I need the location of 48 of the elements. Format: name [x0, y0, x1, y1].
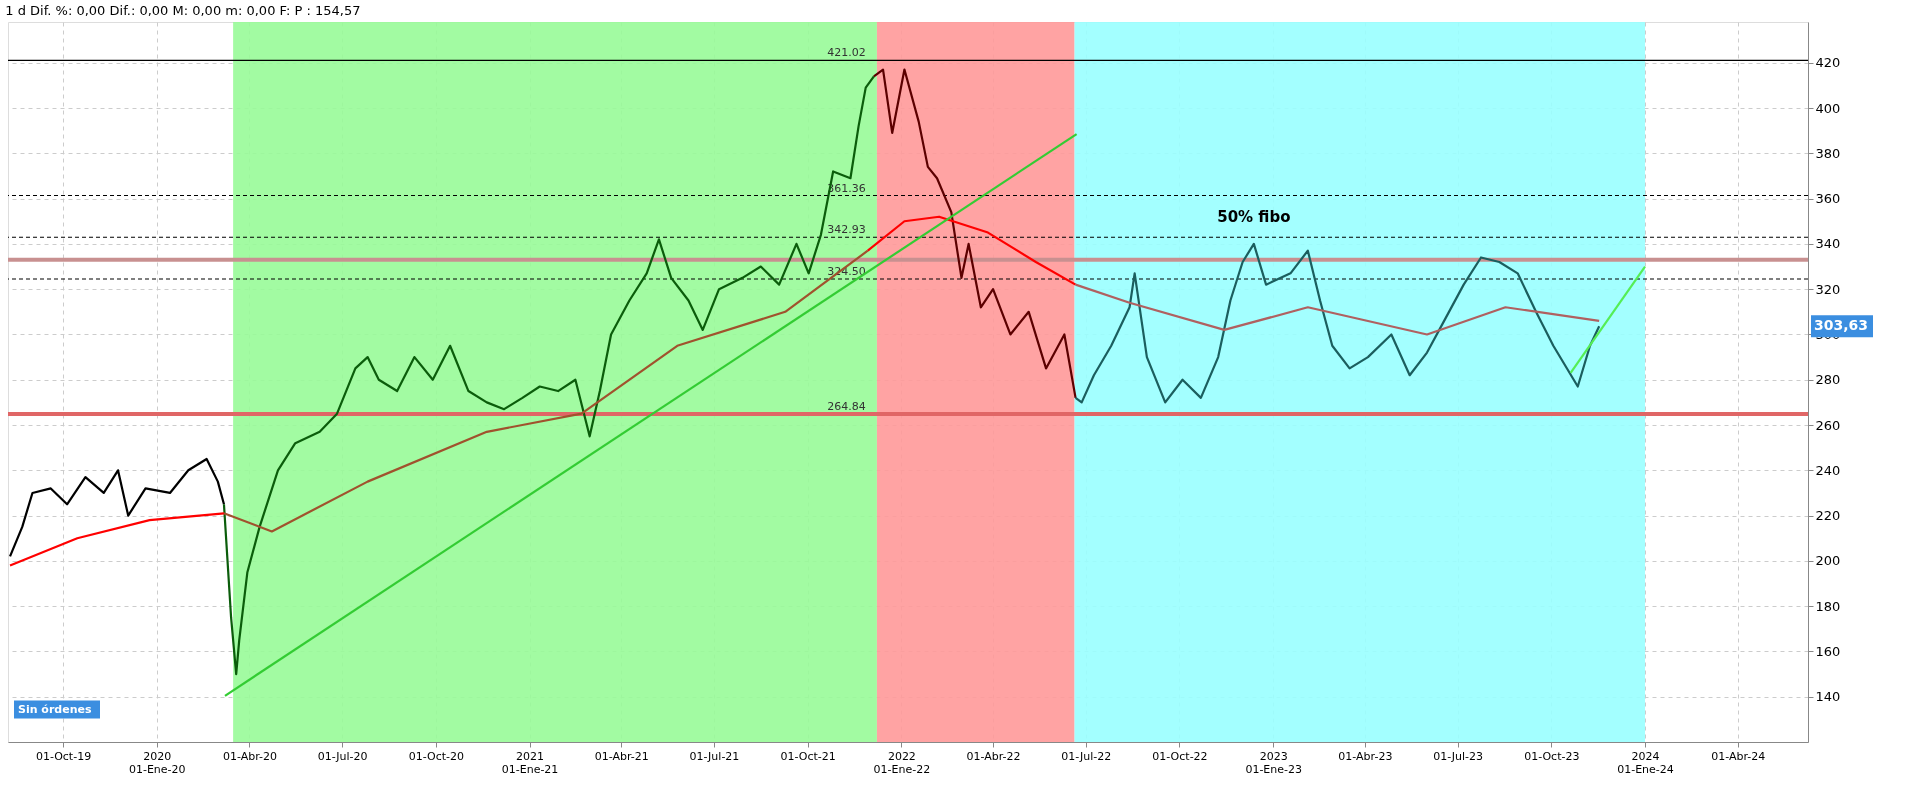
x-tick-label: 01-Abr-22 [966, 749, 1021, 763]
ref-line-label: 342.93 [827, 223, 866, 237]
y-tick-label: 380 [1815, 145, 1841, 161]
x-tick-label: 01-Abr-21 [594, 749, 649, 763]
x-tick-label: 2024 01-Ene-24 [1617, 749, 1674, 776]
y-tick-label: 260 [1815, 417, 1841, 433]
line-series [8, 457, 226, 558]
x-tick-label: 01-Abr-23 [1338, 749, 1393, 763]
annotation: 50% fibo [1217, 207, 1291, 226]
y-tick-label: 360 [1815, 191, 1841, 207]
ref-line-label: 421.02 [827, 46, 866, 60]
x-tick-label: 01-Abr-24 [1711, 749, 1766, 763]
x-tick-label: 2020 01-Ene-20 [128, 749, 186, 776]
x-tick-label: 01-Oct-21 [780, 749, 836, 763]
line-series [1074, 283, 1601, 336]
y-tick-label: 140 [1815, 689, 1841, 705]
x-tick-label: 01-Oct-22 [1152, 749, 1208, 763]
y-tick-label: 240 [1815, 462, 1841, 478]
line-series [222, 249, 869, 533]
line-series [866, 215, 1077, 286]
y-tick-label: 320 [1815, 281, 1841, 297]
x-tick-label: 01-Oct-19 [35, 749, 92, 763]
x-tick-label: 01-Oct-23 [1524, 749, 1580, 763]
x-tick-label: 01-Jul-22 [1061, 749, 1112, 763]
line-series [872, 68, 1077, 399]
x-tick-label: 01-Jul-23 [1433, 749, 1483, 763]
y-tick-label: 280 [1815, 372, 1841, 388]
ref-line-label: 264.84 [827, 400, 866, 414]
y-tick-label: 180 [1815, 598, 1841, 614]
chart-title: 1 d Dif. %: 0,00 Dif.: 0,00 M: 0,00 m: 0,00 F: P : 154,57 [5, 3, 361, 18]
y-tick-label: 160 [1815, 643, 1841, 659]
x-tick-label: 2021 01-Ene-21 [501, 749, 559, 776]
x-tick-label: 01-Jul-20 [317, 749, 368, 763]
x-tick-label: 01-Jul-21 [689, 749, 740, 763]
text: 303,63 [1814, 317, 1869, 334]
y-tick-label: 420 [1815, 55, 1841, 71]
x-tick-label: 2022 01-Ene-22 [873, 749, 931, 776]
x-tick-label: 01-Abr-20 [222, 749, 277, 763]
y-tick-label: 400 [1815, 100, 1841, 116]
line-series [1074, 242, 1601, 404]
line-series [8, 512, 226, 567]
line-series [222, 75, 875, 676]
annotation: Sin órdenes [18, 702, 92, 716]
y-tick-label: 340 [1815, 236, 1841, 252]
y-tick-label: 200 [1815, 553, 1841, 569]
x-tick-label: 2023 01-Ene-23 [1245, 749, 1303, 776]
y-tick-label: 220 [1815, 508, 1841, 524]
x-tick-label: 01-Oct-20 [408, 749, 464, 763]
